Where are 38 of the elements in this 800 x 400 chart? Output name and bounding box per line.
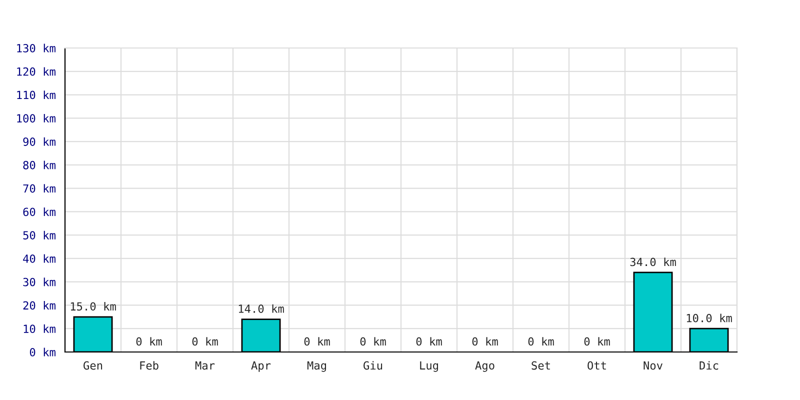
y-tick-label: 20 km [23, 301, 56, 310]
y-tick-label: 70 km [23, 184, 56, 193]
data-label: 0 km [304, 337, 330, 346]
y-tick-label: 10 km [24, 324, 56, 334]
y-tick-label: 50 km [23, 230, 56, 240]
data-label: 0 km [416, 337, 442, 346]
y-tick-label: 130 km [17, 44, 56, 52]
data-label: 0 km [360, 337, 386, 346]
x-tick-label: Ago [475, 361, 494, 372]
x-tick-label: Set [532, 361, 550, 370]
data-label: 0 km [472, 337, 498, 346]
data-label: 0 km [192, 337, 218, 346]
data-label: 14.0 km [238, 304, 284, 313]
x-tick-label: Mar [195, 361, 215, 370]
x-tick-label: Apr [251, 361, 271, 372]
data-label: 10.0 km [686, 314, 732, 322]
x-tick-label: Dic [700, 361, 718, 370]
y-tick-label: 60 km [23, 208, 56, 216]
x-tick-label: Ott [588, 361, 606, 370]
y-tick-label: 30 km [23, 278, 56, 286]
y-tick-label: 100 km [17, 114, 56, 123]
x-tick-label: Gen [84, 361, 102, 370]
y-tick-label: 110 km [17, 90, 56, 100]
x-tick-label: Giu [364, 361, 382, 370]
y-tick-label: 40 km [23, 254, 56, 263]
x-tick-label: Nov [644, 361, 662, 370]
x-tick-label: Lug [420, 361, 438, 372]
y-tick-label: 90 km [23, 137, 56, 146]
x-tick-label: Mag [307, 361, 326, 372]
data-label: 0 km [584, 337, 610, 346]
data-label: 34.0 km [630, 258, 676, 266]
y-tick-label: 120 km [17, 67, 56, 76]
y-tick-label: 0 km [30, 348, 56, 356]
data-label: 0 km [528, 337, 554, 346]
y-tick-label: 80 km [23, 160, 56, 170]
data-label: 15.0 km [70, 302, 116, 311]
data-label: 0 km [136, 337, 162, 346]
x-tick-label: Feb [140, 361, 158, 370]
